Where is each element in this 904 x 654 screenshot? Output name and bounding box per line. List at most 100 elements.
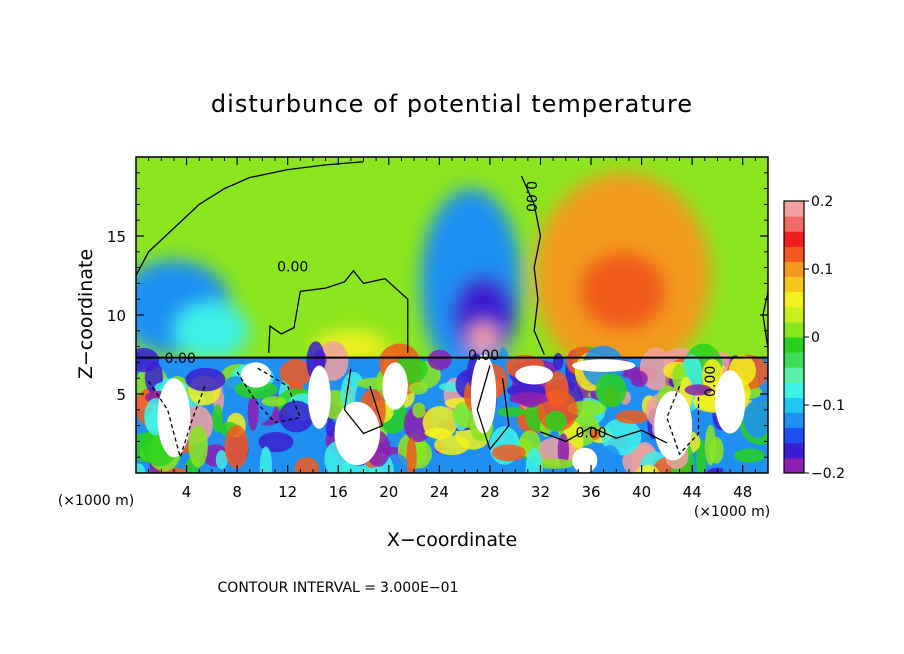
field-region-6	[468, 322, 499, 355]
contour-label: 0.00	[522, 181, 538, 212]
colorbar-tick-label: 0.1	[811, 262, 833, 278]
white-plume	[714, 370, 746, 434]
colorbar-segment	[784, 261, 804, 278]
speckle	[552, 352, 564, 370]
speckle	[259, 446, 272, 473]
chart-title: disturbunce of potential temperature	[211, 90, 693, 118]
speckle	[545, 371, 569, 408]
contour-zero-mid	[268, 269, 409, 353]
x-tick-label: 32	[531, 483, 550, 501]
colorbar-segment	[784, 352, 804, 368]
x-tick-label: 36	[581, 483, 600, 501]
y-axis-label: Z−coordinate	[75, 249, 97, 379]
colorbar-segment	[784, 216, 804, 232]
x-axis-label: X−coordinate	[387, 529, 517, 551]
white-plume	[382, 362, 408, 410]
colorbar-segment	[784, 276, 804, 293]
x-tick-label: 28	[480, 483, 499, 501]
y-tick-label: 10	[107, 307, 126, 325]
contour-negative	[236, 366, 302, 424]
colorbar-segment	[784, 442, 804, 459]
colorbar-segment	[784, 382, 804, 398]
speckle	[525, 447, 543, 473]
colorbar-segment	[784, 367, 804, 383]
white-plume	[307, 365, 331, 429]
colorbar-segment	[784, 412, 804, 429]
speckle	[722, 455, 739, 473]
speckle	[325, 420, 337, 438]
speckle	[734, 448, 765, 463]
x-tick-label: 12	[278, 483, 297, 501]
colorbar-segment	[784, 321, 804, 338]
white-plume	[654, 390, 693, 461]
colorbar-segment	[784, 231, 804, 247]
colorbar: 0.2 0.1 0 −0.1 −0.2	[783, 194, 845, 482]
speckle	[684, 384, 712, 396]
speckle	[424, 427, 451, 438]
speckle	[597, 444, 622, 473]
colorbar-segment	[784, 457, 804, 474]
contour-negative	[666, 385, 700, 456]
colorbar-segment	[784, 397, 804, 414]
speckle	[224, 424, 249, 469]
speckle	[434, 435, 470, 456]
x-unit-left: (×1000 m)	[58, 493, 134, 509]
colorbar-tick-label: −0.1	[811, 398, 845, 414]
contour-label: 0.00	[575, 426, 606, 442]
speckle	[533, 458, 575, 469]
speckle	[615, 410, 649, 424]
colorbar-segment	[784, 246, 804, 262]
speckle	[408, 382, 428, 395]
speckle	[427, 349, 452, 371]
x-tick-label: 16	[329, 483, 348, 501]
colorbar-segment	[784, 427, 804, 444]
contour-label: 0.00	[277, 260, 308, 276]
field-region-8	[578, 251, 667, 331]
x-tick-label: 4	[182, 483, 192, 501]
speckle	[136, 463, 146, 473]
colorbar-tick-label: 0.2	[811, 194, 833, 210]
contour-lines: 0.00 0.00 0.00 0.00 0.00 0.00	[136, 161, 768, 460]
white-plume	[572, 447, 598, 473]
white-plume	[240, 362, 272, 388]
contour-label: 0.00	[468, 348, 499, 364]
x-tick-label: 44	[683, 483, 702, 501]
speckle	[212, 404, 223, 433]
colorbar-segment	[784, 337, 804, 353]
contour-positive	[343, 368, 384, 435]
speckle	[491, 444, 526, 462]
white-plume	[572, 359, 636, 372]
plot-area	[136, 157, 768, 473]
speckle	[497, 407, 527, 417]
contour-label: 0.00	[703, 366, 719, 397]
contour-interval-value: 3.000E−01	[380, 580, 458, 596]
speckle	[509, 392, 551, 405]
speckle	[405, 437, 417, 473]
contour-negative	[148, 380, 207, 460]
speckle	[294, 457, 319, 473]
white-plume	[470, 354, 497, 434]
y-axis: 5 10 15	[107, 172, 768, 458]
x-unit-right: (×1000 m)	[694, 504, 770, 520]
speckle	[215, 450, 228, 470]
contour-zero-lower	[540, 426, 668, 444]
y-tick-label: 5	[116, 386, 126, 404]
upper-field	[136, 172, 712, 379]
colorbar-tick-label: 0	[811, 330, 820, 346]
speckle	[630, 370, 648, 387]
white-plume	[515, 365, 554, 385]
x-tick-label: 24	[430, 483, 449, 501]
field-region-5	[452, 275, 516, 355]
lower-field	[136, 340, 768, 473]
contour-zero-center	[520, 175, 545, 355]
x-tick-label: 48	[733, 483, 752, 501]
colorbar-segment	[784, 201, 804, 217]
x-tick-label: 20	[379, 483, 398, 501]
contour-label: 0.00	[165, 351, 196, 367]
speckle	[595, 373, 627, 408]
speckle	[589, 428, 601, 440]
contour-interval-label: CONTOUR INTERVAL =	[218, 580, 376, 596]
speckle	[279, 400, 314, 433]
speckle	[185, 367, 226, 392]
